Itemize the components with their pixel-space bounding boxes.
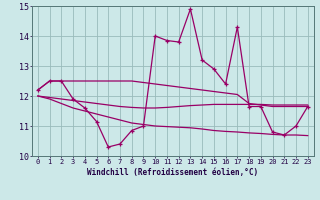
X-axis label: Windchill (Refroidissement éolien,°C): Windchill (Refroidissement éolien,°C) (87, 168, 258, 177)
